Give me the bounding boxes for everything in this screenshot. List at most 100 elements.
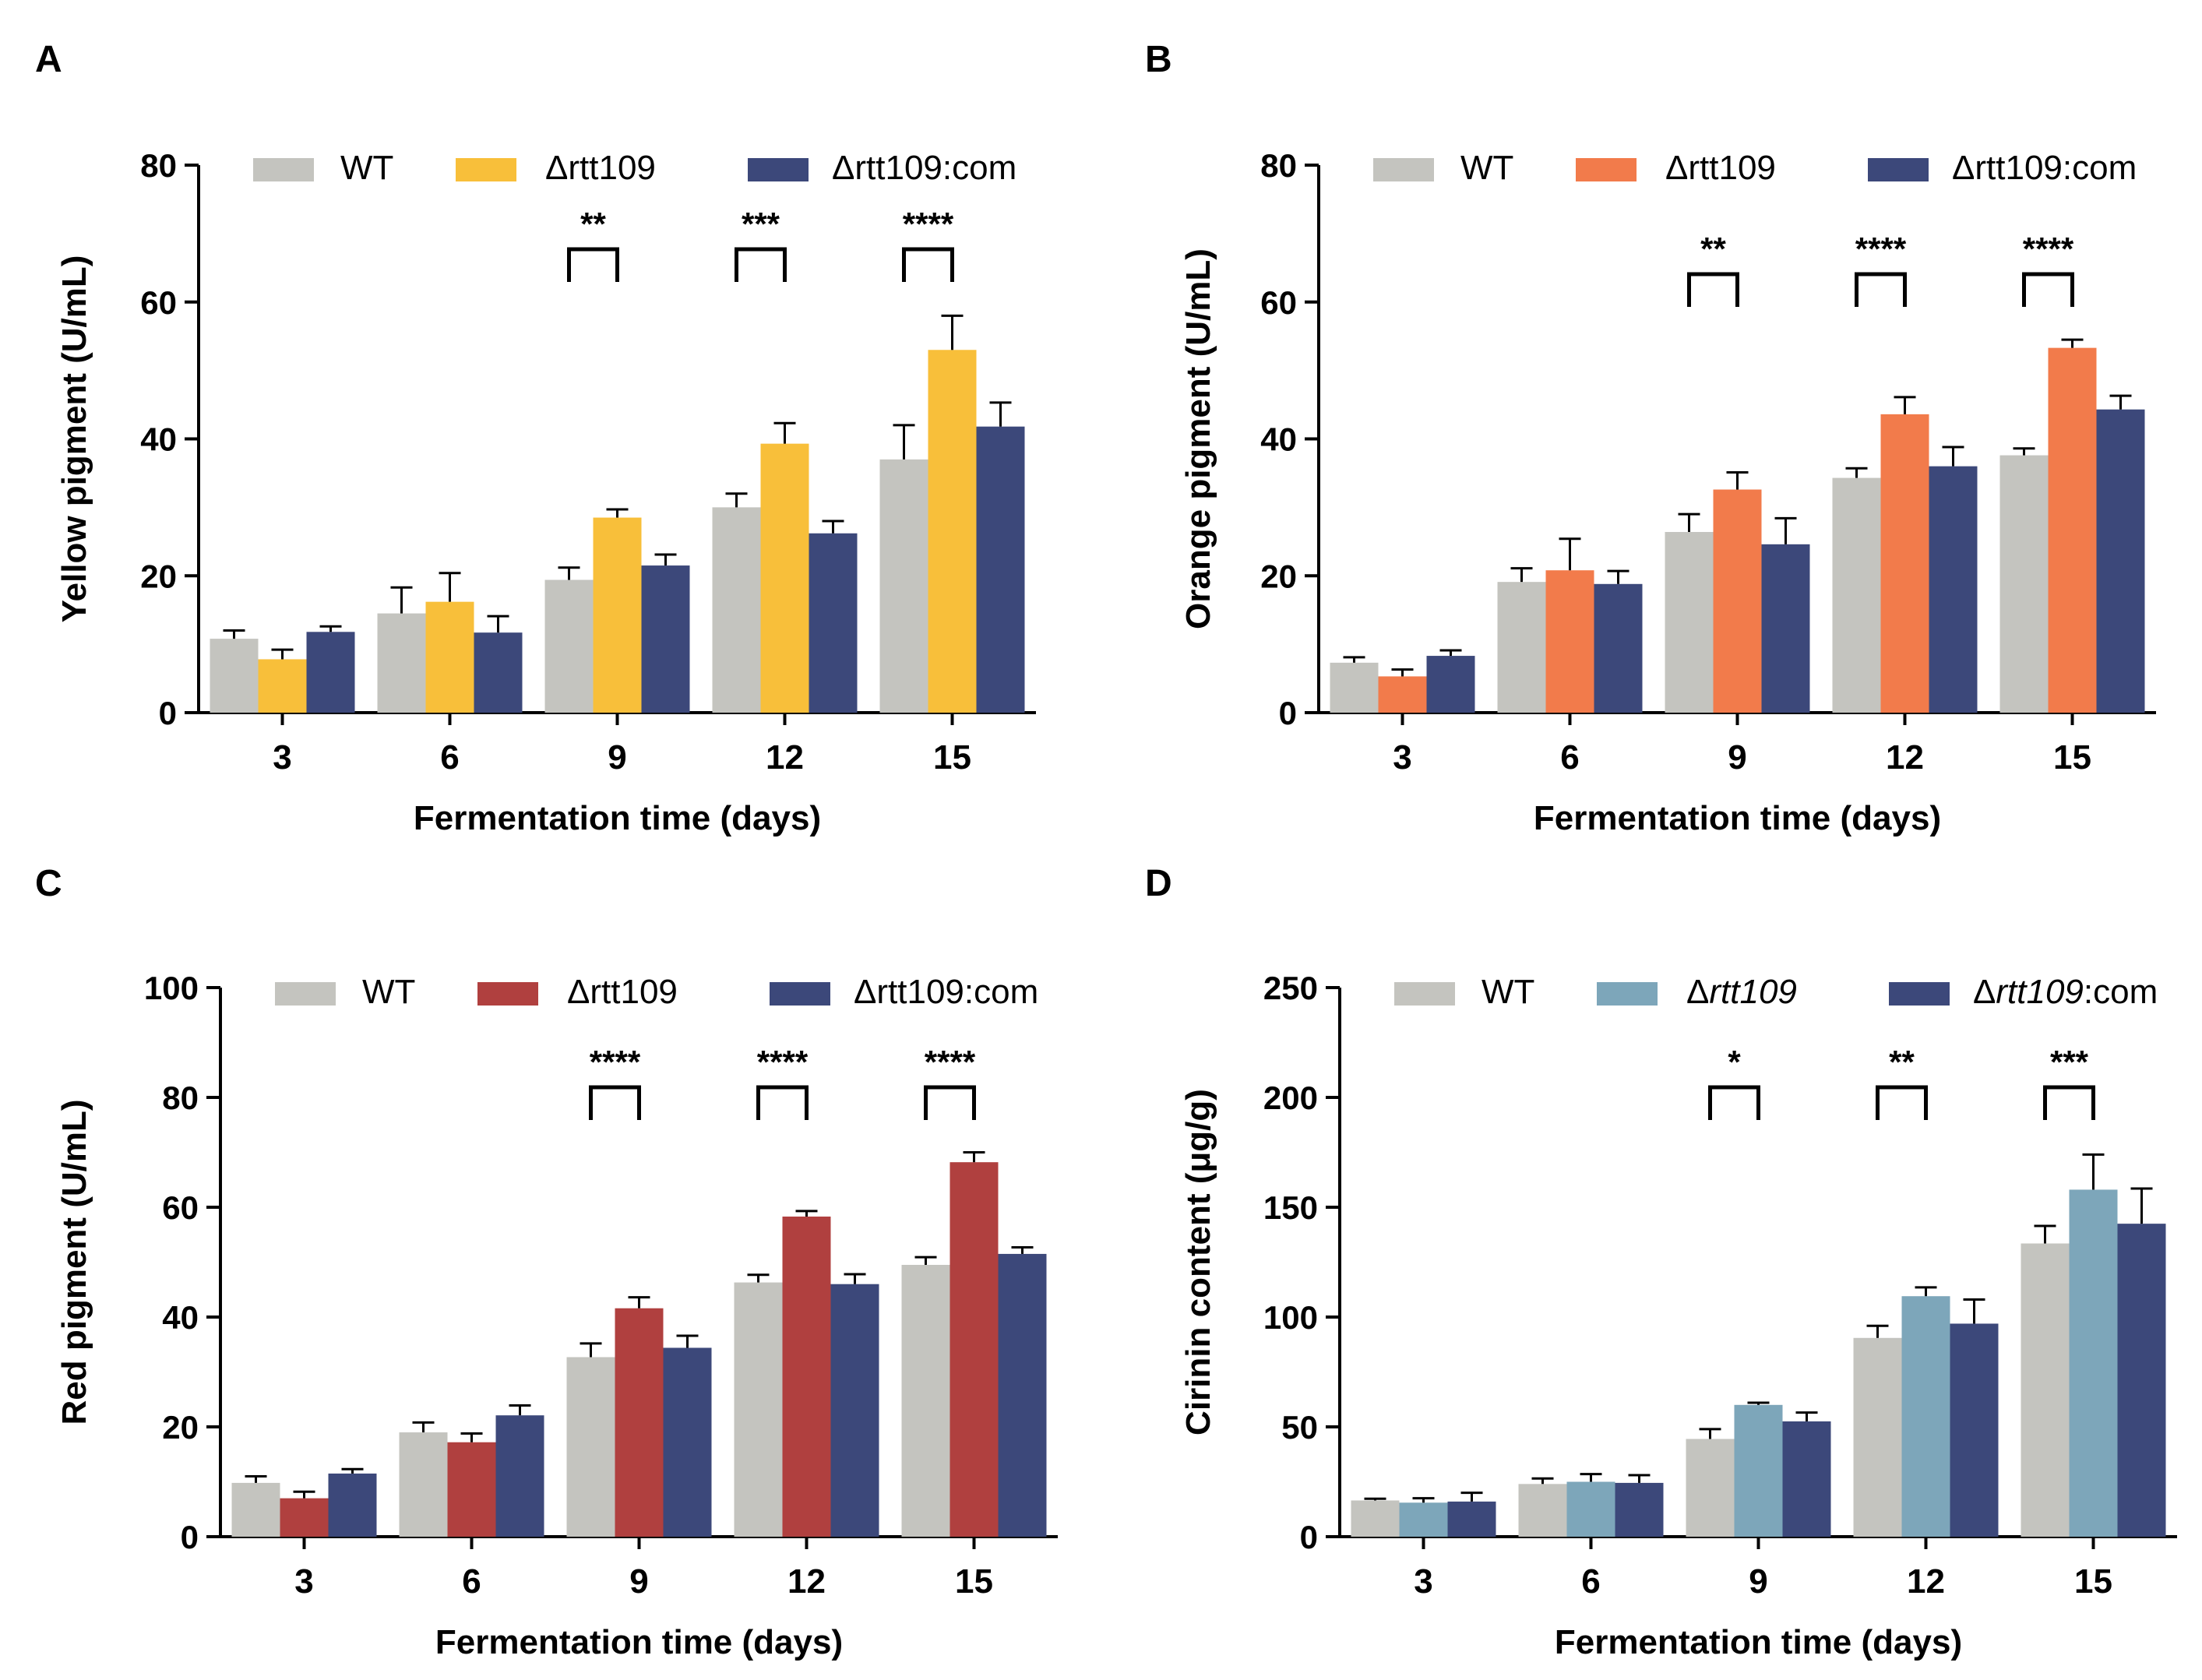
panel-d-bar bbox=[1615, 1482, 1664, 1537]
panel-b-significance-bracket bbox=[2022, 272, 2074, 307]
panel-b-significance-label: **** bbox=[1855, 231, 1907, 267]
panel-c-bar bbox=[566, 1357, 615, 1537]
panel-b-bar bbox=[1713, 489, 1762, 713]
panel-b-x-tick-label: 15 bbox=[2053, 738, 2091, 777]
panel-c-y-tick-label: 0 bbox=[181, 1519, 199, 1555]
panel-d-bar bbox=[1399, 1502, 1448, 1537]
panel-a-bar bbox=[377, 613, 426, 713]
panel-c-legend-label: Δrtt109:com bbox=[854, 973, 1038, 1011]
panel-b-letter: B bbox=[1145, 39, 1172, 80]
panel-d-significance-bracket bbox=[1876, 1085, 1928, 1120]
panel-a-bar bbox=[976, 426, 1025, 713]
panel-a-bar bbox=[544, 579, 594, 713]
panel-a-y-tick-label: 0 bbox=[159, 695, 177, 731]
panel-b-x-tick-label: 9 bbox=[1728, 738, 1746, 777]
panel-d-y-tick-label: 0 bbox=[1300, 1519, 1318, 1555]
panel-a-significance-bracket bbox=[735, 247, 787, 282]
panel-b-bar bbox=[1378, 676, 1427, 713]
panel-c-x-tick-label: 6 bbox=[462, 1562, 481, 1601]
panel-d-legend-label: Δrtt109:com bbox=[1973, 973, 2158, 1011]
panel-d-x-tick-label: 12 bbox=[1907, 1562, 1945, 1601]
panel-a-bar bbox=[474, 632, 523, 713]
panel-c-x-tick-label: 15 bbox=[955, 1562, 993, 1601]
panel-a-significance-bracket bbox=[567, 247, 619, 282]
panel-b-y-tick-label: 40 bbox=[1260, 421, 1297, 458]
panel-c-bar bbox=[399, 1432, 448, 1537]
panel-b-bar bbox=[1330, 662, 1379, 713]
panel-d-bar bbox=[1518, 1484, 1567, 1537]
panel-b-bar bbox=[1761, 544, 1810, 713]
panel-c-bar bbox=[998, 1253, 1047, 1537]
panel-d-significance-bracket bbox=[2043, 1085, 2095, 1120]
panel-a-legend-label: WT bbox=[340, 149, 393, 187]
panel-d-y-tick-label: 150 bbox=[1263, 1189, 1318, 1226]
panel-c-x-tick-label: 3 bbox=[294, 1562, 313, 1601]
panel-b-y-tick-label: 60 bbox=[1260, 284, 1297, 321]
panel-d-letter: D bbox=[1145, 863, 1172, 904]
panel-b-bar bbox=[1426, 656, 1475, 713]
panel-a-x-tick-label: 3 bbox=[273, 738, 291, 777]
panel-c-bar bbox=[231, 1482, 280, 1537]
panel-b-bar bbox=[1497, 582, 1546, 713]
panel-b-legend-swatch bbox=[1576, 158, 1637, 181]
panel-b-bar bbox=[2096, 409, 2145, 713]
panel-d-y-tick-label: 250 bbox=[1263, 970, 1318, 1006]
panel-d-y-axis-title: Cirinin content (μg/g) bbox=[1179, 1089, 1217, 1435]
panel-c-bar bbox=[782, 1216, 831, 1537]
panel-c-y-tick-label: 40 bbox=[162, 1299, 199, 1336]
panel-c-legend-swatch bbox=[770, 982, 830, 1006]
panel-d-significance-label: *** bbox=[2050, 1044, 2089, 1080]
panel-c-bar bbox=[950, 1162, 999, 1537]
panel-c-legend-swatch bbox=[477, 982, 538, 1006]
panel-c-bar bbox=[901, 1265, 950, 1537]
panel-b-bar bbox=[1880, 414, 1929, 713]
panel-a-bar bbox=[306, 632, 355, 713]
panel-c-letter: C bbox=[35, 863, 62, 904]
panel-d-legend-swatch bbox=[1394, 982, 1455, 1006]
panel-b-legend-label: Δrtt109 bbox=[1665, 149, 1776, 187]
panel-b-legend-label: Δrtt109:com bbox=[1952, 149, 2137, 187]
panel-a-significance-label: *** bbox=[742, 206, 780, 242]
panel-a-x-tick-label: 15 bbox=[933, 738, 971, 777]
panel-a-legend-swatch bbox=[748, 158, 809, 181]
panel-b-y-tick-label: 0 bbox=[1279, 695, 1297, 731]
panel-a-legend-swatch bbox=[456, 158, 516, 181]
panel-a-y-axis-title: Yellow pigment (U/mL) bbox=[55, 255, 93, 623]
panel-d-legend-swatch bbox=[1597, 982, 1658, 1006]
panel-c-y-axis-title: Red pigment (U/mL) bbox=[55, 1100, 93, 1425]
panel-b-bar bbox=[1929, 466, 1978, 713]
panel-c-y-tick-label: 60 bbox=[162, 1189, 199, 1226]
panel-a-legend-swatch bbox=[253, 158, 314, 181]
panel-d-x-axis-title: Fermentation time (days) bbox=[1555, 1623, 1962, 1661]
panel-c-bar bbox=[830, 1284, 879, 1537]
panel-b-legend-swatch bbox=[1373, 158, 1434, 181]
panel-a-y-tick-label: 80 bbox=[140, 147, 177, 184]
panel-c-bar bbox=[447, 1442, 496, 1537]
panel-b-significance-label: **** bbox=[2023, 231, 2074, 267]
panel-d-x-tick-label: 9 bbox=[1749, 1562, 1767, 1601]
panel-d-bar bbox=[1447, 1501, 1496, 1537]
panel-b-bar bbox=[1999, 455, 2049, 713]
panel-c-significance-bracket bbox=[589, 1085, 641, 1120]
panel-a-bar bbox=[210, 639, 259, 713]
panel-d-bar bbox=[1853, 1337, 1902, 1537]
panel-b-x-axis-title: Fermentation time (days) bbox=[1534, 799, 1941, 837]
panel-b-x-tick-label: 3 bbox=[1393, 738, 1411, 777]
panel-b-legend-label: WT bbox=[1460, 149, 1513, 187]
panel-d-legend-swatch bbox=[1889, 982, 1950, 1006]
panel-d-bar bbox=[1566, 1481, 1615, 1537]
panel-c-chart: C 0 20 40 60 80 100 3 6 9 12 15 **** **** **** WT Δrtt1… bbox=[35, 863, 1058, 1661]
panel-d-significance-bracket bbox=[1708, 1085, 1760, 1120]
panel-b-x-tick-label: 6 bbox=[1560, 738, 1579, 777]
panel-a-x-tick-label: 12 bbox=[766, 738, 804, 777]
panel-a-y-tick-label: 60 bbox=[140, 284, 177, 321]
panel-d-x-tick-label: 3 bbox=[1414, 1562, 1432, 1601]
panel-a-legend-label: Δrtt109 bbox=[545, 149, 656, 187]
panel-b-bar bbox=[1594, 583, 1643, 713]
panel-d-bar bbox=[1782, 1421, 1831, 1537]
panel-a-bar bbox=[641, 565, 690, 713]
panel-a-bar bbox=[809, 533, 858, 713]
panel-a-bar bbox=[258, 659, 307, 713]
